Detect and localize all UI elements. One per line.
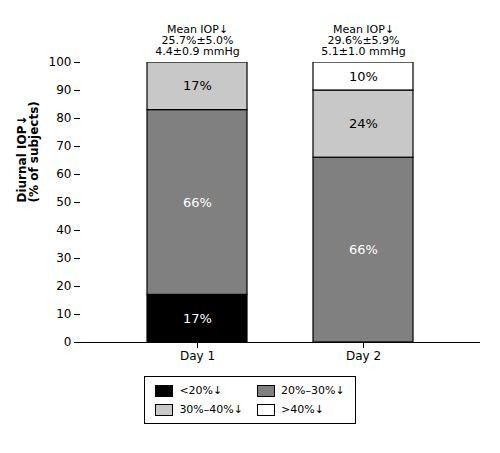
svg-text:90: 90 — [56, 83, 71, 97]
svg-text:17%: 17% — [183, 311, 212, 326]
svg-text:Mean IOP↓29.6%±5.9%5.1±1.0 mmH: Mean IOP↓29.6%±5.9%5.1±1.0 mmHg — [321, 23, 405, 58]
html-text:30%–40%↓: 30%–40%↓ — [179, 403, 243, 416]
svg-text:10%: 10% — [349, 69, 378, 84]
svg-text:Diurnal IOP↓(% of subjects): Diurnal IOP↓(% of subjects) — [15, 101, 41, 202]
html-text:>40%↓: >40%↓ — [281, 403, 324, 416]
svg-text:Day 1: Day 1 — [180, 349, 215, 363]
svg-text:0: 0 — [64, 335, 72, 349]
svg-text:Day 2: Day 2 — [346, 349, 381, 363]
svg-text:17%: 17% — [183, 78, 212, 93]
svg-text:66%: 66% — [349, 242, 378, 257]
svg-text:Mean IOP↓25.7%±5.0%4.4±0.9 mmH: Mean IOP↓25.7%±5.0%4.4±0.9 mmHg — [155, 23, 239, 58]
svg-text:30: 30 — [56, 251, 71, 265]
svg-text:10: 10 — [56, 307, 71, 321]
html-text:<20%↓: <20%↓ — [179, 384, 223, 397]
svg-text:80: 80 — [56, 111, 71, 125]
svg-text:100: 100 — [49, 55, 72, 69]
svg-text:50: 50 — [56, 195, 71, 209]
html-text:20%–30%↓: 20%–30%↓ — [281, 384, 345, 397]
svg-text:20: 20 — [56, 279, 71, 293]
svg-text:70: 70 — [56, 139, 71, 153]
svg-text:66%: 66% — [183, 195, 212, 210]
svg-text:60: 60 — [56, 167, 71, 181]
svg-text:40: 40 — [56, 223, 71, 237]
svg-text:24%: 24% — [349, 116, 378, 131]
